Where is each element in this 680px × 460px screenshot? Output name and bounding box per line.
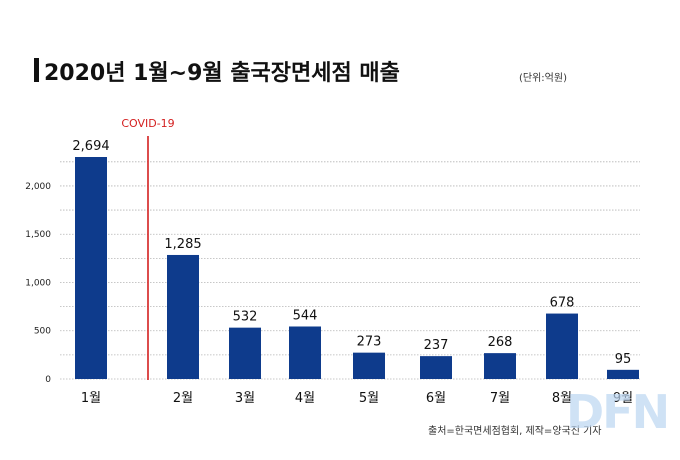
data-label: 544 xyxy=(293,308,318,323)
title-accent-bar xyxy=(34,58,39,82)
x-tick-label: 6월 xyxy=(426,391,446,406)
y-axis-ticks: 0 500 1,000 1,500 2,000 xyxy=(25,182,51,385)
bar xyxy=(75,157,107,379)
x-tick-label: 4월 xyxy=(295,391,315,406)
bar xyxy=(607,369,639,379)
data-label: 95 xyxy=(615,352,632,367)
chart-title: 2020년 1월~9월 출국장면세점 매출 xyxy=(44,61,400,86)
x-axis-ticks: 1월 2월 3월 4월 5월 6월 7월 8월 9월 xyxy=(81,391,633,406)
bar xyxy=(420,356,452,379)
annotations: COVID-19 xyxy=(121,117,175,380)
y-tick-label: 1,000 xyxy=(25,278,51,288)
y-tick-label: 500 xyxy=(34,327,51,337)
unit-label: (단위:억원) xyxy=(519,73,567,84)
x-tick-label: 2월 xyxy=(173,391,193,406)
data-label: 268 xyxy=(488,335,513,350)
bar xyxy=(167,254,199,379)
y-tick-label: 1,500 xyxy=(25,230,51,240)
bar xyxy=(546,313,578,379)
x-tick-label: 3월 xyxy=(235,391,255,406)
x-tick-label: 9월 xyxy=(613,391,633,406)
x-tick-label: 8월 xyxy=(552,391,572,406)
data-label: 237 xyxy=(424,338,449,353)
bar xyxy=(353,352,385,379)
bar xyxy=(484,353,516,379)
y-tick-label: 2,000 xyxy=(25,182,51,192)
bars xyxy=(75,157,639,379)
gridlines xyxy=(60,161,640,380)
data-label: 2,694 xyxy=(72,139,109,154)
source-credit: 출처=한국면세점협회, 제작=양국진 기자 xyxy=(428,426,602,437)
bar xyxy=(289,326,321,379)
y-tick-label: 0 xyxy=(45,375,51,385)
x-tick-label: 1월 xyxy=(81,391,101,406)
data-label: 1,285 xyxy=(164,237,201,252)
data-label: 273 xyxy=(357,335,382,350)
bar xyxy=(229,327,261,379)
data-label: 678 xyxy=(550,296,575,311)
covid-annotation-label: COVID-19 xyxy=(121,117,174,130)
x-tick-label: 5월 xyxy=(359,391,379,406)
x-tick-label: 7월 xyxy=(490,391,510,406)
data-label: 532 xyxy=(233,310,258,325)
data-labels: 2,694 1,285 532 544 273 237 268 678 95 xyxy=(72,139,631,367)
dfn-logo: DFN xyxy=(566,385,670,439)
